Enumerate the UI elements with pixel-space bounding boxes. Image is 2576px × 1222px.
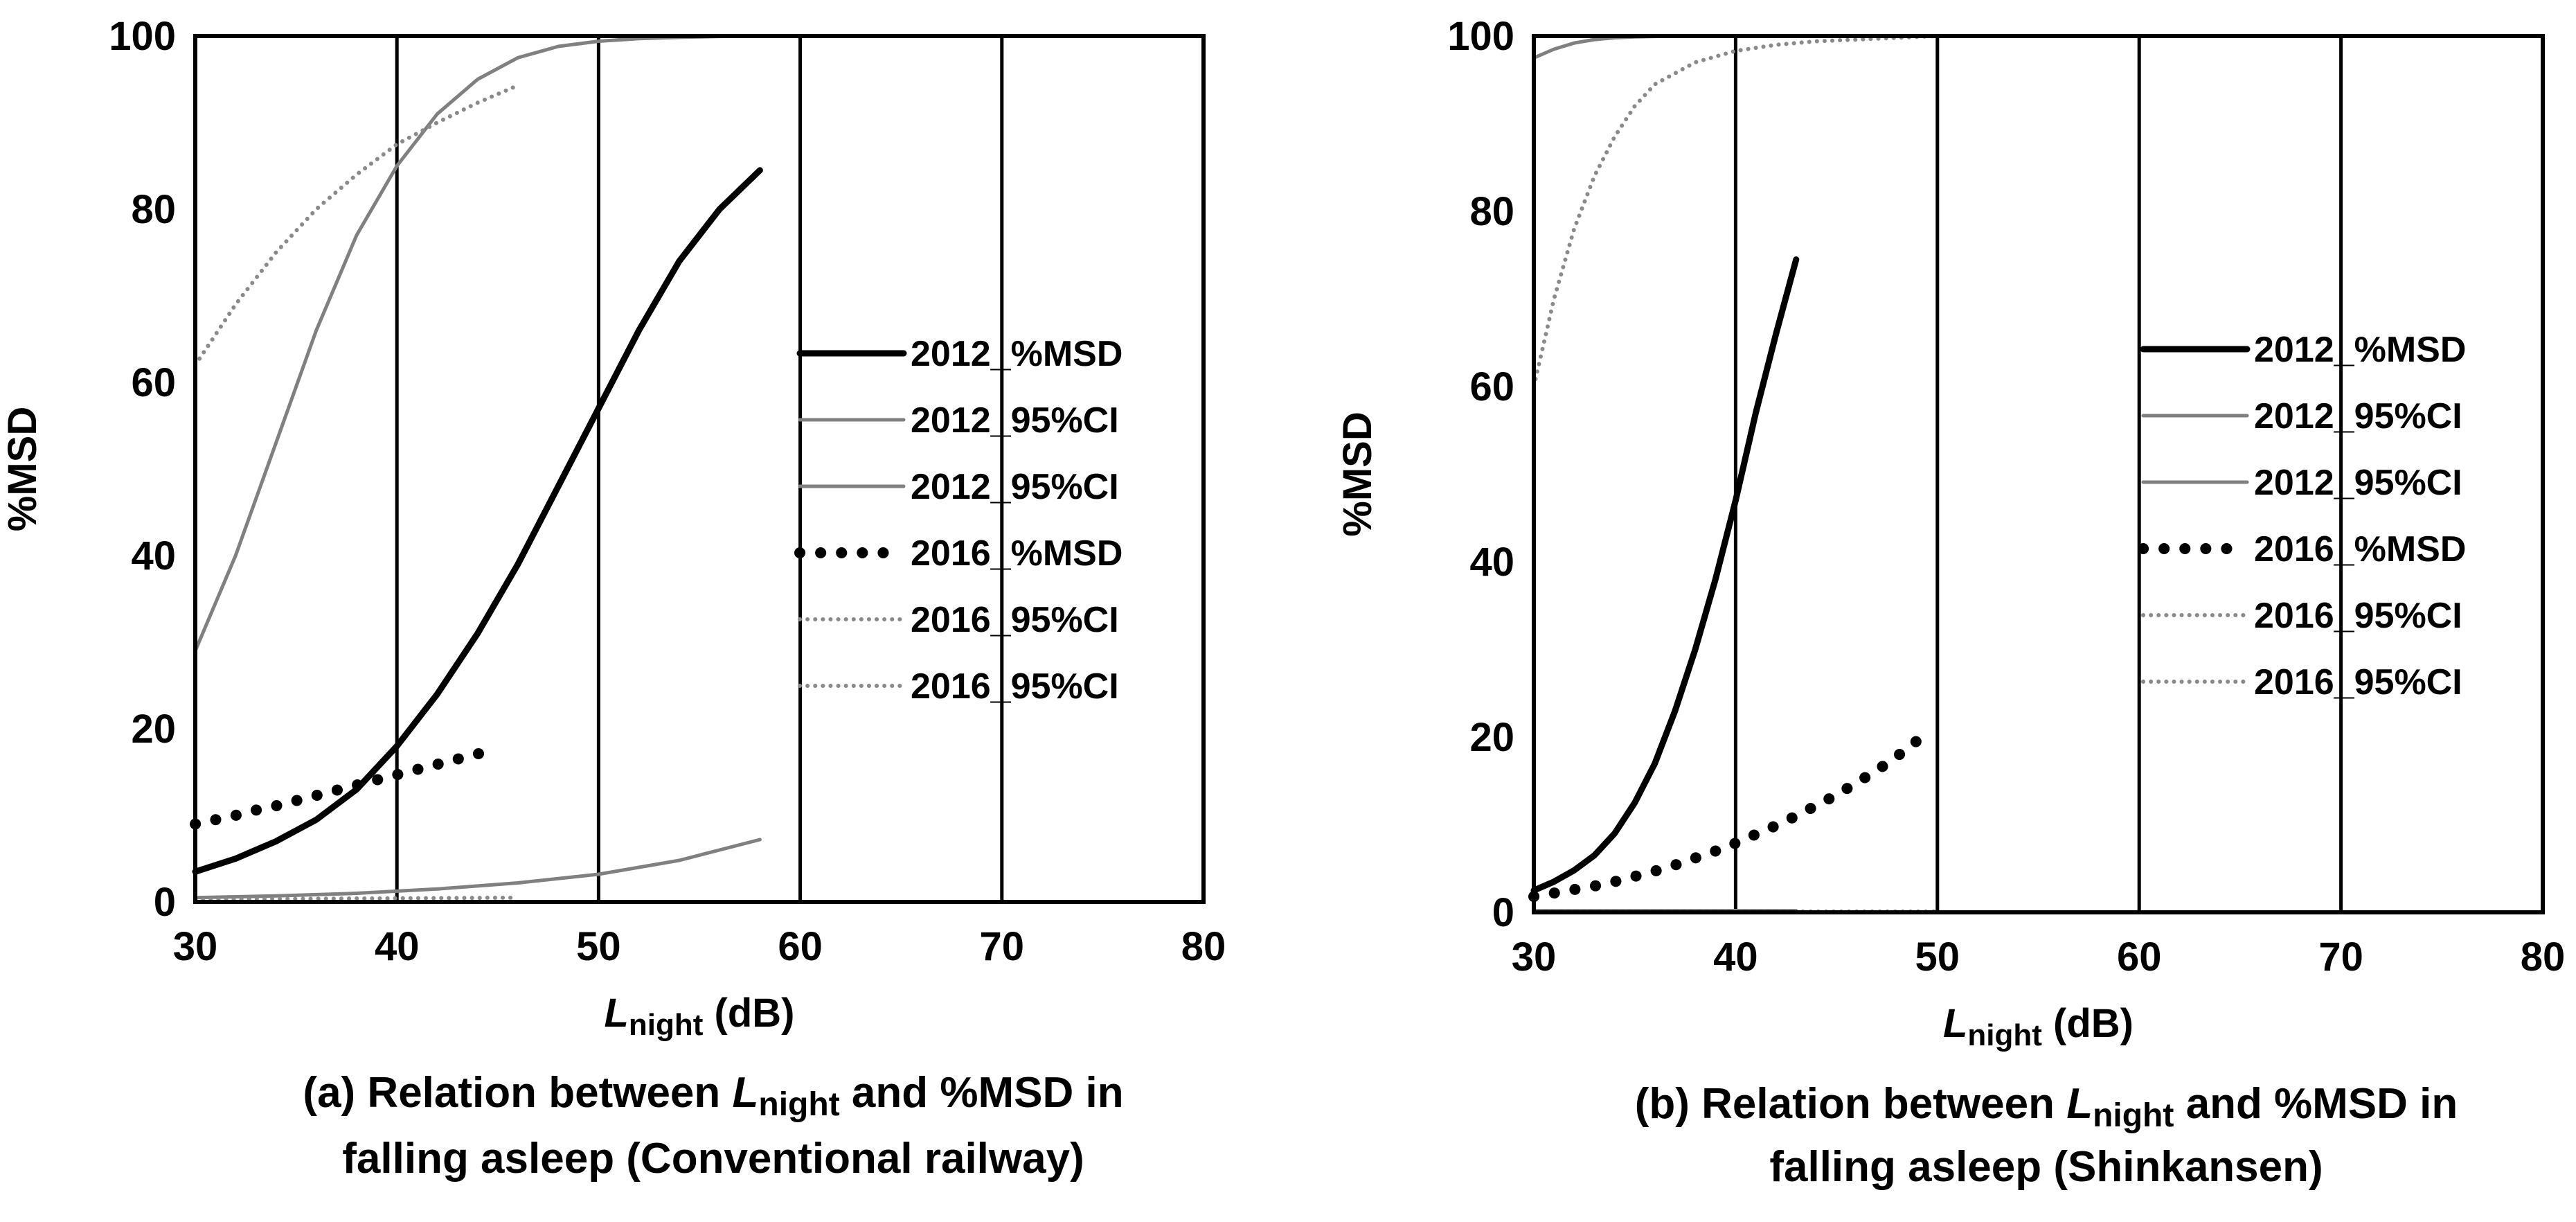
- y-tick-label: 60: [1469, 364, 1514, 409]
- panel-b: 30 40 50 60 70 80 0 20 40 60 80 100 %MSD Lnight (dB…: [1335, 14, 2565, 1191]
- y-tick-label: 0: [1492, 890, 1514, 935]
- legend-label: 2016_95%CI: [911, 666, 1119, 707]
- caption-var: L: [2066, 1080, 2093, 1128]
- y-tick-label: 20: [1469, 715, 1514, 760]
- y-tick-label: 40: [1469, 540, 1514, 585]
- caption-sub: night: [758, 1086, 839, 1123]
- y-axis-label: %MSD: [1335, 411, 1380, 536]
- legend-label: 2012_95%CI: [911, 400, 1119, 441]
- x-tick-label: 60: [2117, 935, 2162, 980]
- panel-a: 30 40 50 60 70 80 0 20 40 60 80 100 %MSD Lnight (dB…: [0, 14, 1226, 1183]
- caption-suffix: and %MSD in: [840, 1069, 1124, 1117]
- y-tick-label: 20: [131, 707, 176, 752]
- legend-label: 2012_%MSD: [911, 334, 1122, 374]
- series-line-2016-95-ci: [193, 83, 520, 367]
- legend-label: 2016_95%CI: [2254, 596, 2462, 636]
- legend-label: 2016_%MSD: [2254, 529, 2466, 569]
- series-line-2012-msd: [192, 167, 763, 875]
- legend: 2012_%MSD 2012_95%CI 2012_95%CI 2016_%MSD 20…: [794, 334, 1122, 707]
- x-tick-label: 40: [1713, 935, 1758, 980]
- caption-var: L: [733, 1069, 759, 1117]
- x-axis-label: Lnight (dB): [1943, 1001, 2134, 1052]
- x-axis-label-unit: (dB): [2042, 1001, 2134, 1046]
- x-tick-label: 80: [2521, 935, 2566, 980]
- series-line-2016-msd: [190, 743, 503, 830]
- x-axis-label-sub: night: [629, 1008, 704, 1042]
- x-tick-label: 70: [980, 924, 1025, 969]
- caption-line-2: falling asleep (Conventional railway): [342, 1135, 1084, 1183]
- caption-sub: night: [2093, 1097, 2174, 1134]
- y-tick-label: 40: [131, 533, 176, 578]
- legend-label: 2012_95%CI: [911, 467, 1119, 507]
- y-tick-label: 60: [131, 360, 176, 405]
- legend-label: 2012_95%CI: [2254, 396, 2462, 436]
- series-line-2016-msd: [1528, 735, 1923, 903]
- plot-area-frame: [193, 34, 1206, 904]
- y-tick-label: 100: [1447, 14, 1514, 59]
- series-line-2016-95-ci: [1532, 34, 1940, 389]
- x-tick-label: 50: [1915, 935, 1960, 980]
- legend: 2012_%MSD 2012_95%CI 2012_95%CI 2016_%MSD 20…: [2138, 330, 2466, 702]
- caption-prefix: (b) Relation between: [1635, 1080, 2066, 1128]
- y-axis-label: %MSD: [0, 407, 45, 531]
- legend-label: 2016_95%CI: [911, 600, 1119, 640]
- caption-line-1: (b) Relation between Lnight and %MSD in: [1635, 1080, 2458, 1134]
- x-axis-label-var: L: [1943, 1001, 1967, 1046]
- x-tick-label: 50: [576, 924, 621, 969]
- x-tick-label: 70: [2318, 935, 2363, 980]
- caption-line-2: falling asleep (Shinkansen): [1769, 1143, 2323, 1191]
- series-line-2012-95-ci: [193, 34, 762, 653]
- series-line-2016-95-ci: [193, 895, 520, 902]
- x-axis-label-var: L: [604, 991, 628, 1036]
- x-tick-label: 60: [778, 924, 823, 969]
- series-line-2012-msd: [1530, 256, 1800, 894]
- x-tick-label: 40: [375, 924, 420, 969]
- caption-suffix: and %MSD in: [2174, 1080, 2458, 1128]
- caption-prefix: (a) Relation between: [303, 1069, 732, 1117]
- x-tick-label: 80: [1181, 924, 1226, 969]
- legend-label: 2012_95%CI: [2254, 463, 2462, 503]
- x-tick-label: 30: [1512, 935, 1557, 980]
- x-axis-label-sub: night: [1967, 1018, 2042, 1052]
- legend-label: 2016_%MSD: [911, 533, 1122, 574]
- y-tick-label: 100: [109, 14, 176, 59]
- x-axis-label-unit: (dB): [703, 991, 794, 1036]
- legend-label: 2012_%MSD: [2254, 330, 2466, 370]
- series-line-2012-95-ci: [193, 838, 762, 900]
- plot-area-frame: [1532, 34, 2545, 914]
- y-tick-label: 80: [1469, 189, 1514, 234]
- x-axis-label: Lnight (dB): [604, 991, 794, 1042]
- y-tick-label: 80: [131, 187, 176, 232]
- x-tick-label: 30: [173, 924, 218, 969]
- y-tick-label: 0: [154, 880, 176, 925]
- legend-label: 2016_95%CI: [2254, 662, 2462, 702]
- caption-line-1: (a) Relation between Lnight and %MSD in: [303, 1069, 1123, 1123]
